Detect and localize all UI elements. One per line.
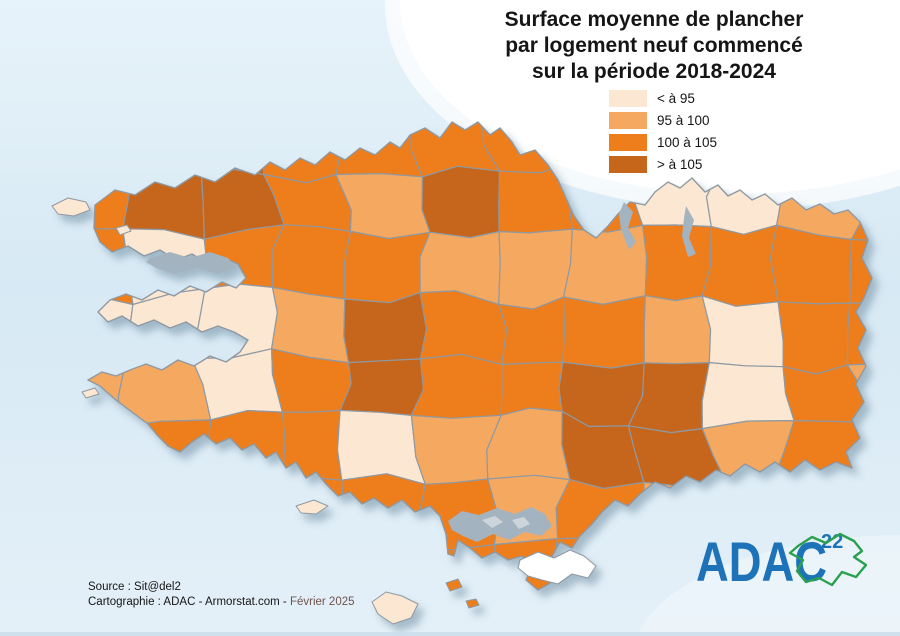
- legend-item: > à 105: [609, 156, 717, 173]
- map-region-r3c9: [701, 295, 784, 368]
- island-molene: [115, 224, 132, 236]
- map-region-r4c9: [701, 362, 795, 430]
- legend-swatch: [609, 112, 647, 129]
- title-line-2: par logement neuf commencé: [505, 34, 803, 57]
- map-region-r4c5: [410, 353, 503, 419]
- map-region-r2c4: [344, 230, 431, 304]
- legend-label: < à 95: [657, 91, 695, 106]
- map-region-r3c4: [343, 292, 428, 364]
- no-data-region: [517, 549, 597, 585]
- map-region-r2c6: [498, 228, 573, 310]
- legend-label: > à 105: [657, 157, 703, 172]
- map-region-r3c10: [777, 301, 851, 375]
- map-region-r4c6: [500, 361, 564, 416]
- inner-waters: [146, 202, 696, 542]
- map-title: Surface moyenne de plancher par logement…: [484, 7, 824, 85]
- title-line-3: sur la période 2018-2024: [532, 60, 776, 83]
- island-hoedic: [465, 598, 480, 609]
- legend-item: < à 95: [609, 90, 717, 107]
- island-groix: [295, 499, 329, 515]
- legend-item: 95 à 100: [609, 112, 717, 129]
- legend-swatch: [609, 134, 647, 151]
- source-note: Source : Sit@del2 Cartographie : ADAC - …: [88, 580, 355, 610]
- bottom-edge-line: [0, 632, 900, 636]
- source-date: Février 2025: [289, 596, 355, 608]
- gulf-of-morbihan: [448, 507, 552, 542]
- cartography-credit: Cartographie : ADAC - Armorstat.com -: [88, 596, 290, 608]
- map-region-r2c11: [849, 238, 872, 304]
- cotes-darmor-outline-icon: [788, 532, 868, 587]
- source-line-1: Source : Sit@del2: [88, 581, 181, 593]
- map-region-r3c7: [562, 295, 646, 369]
- legend-item: 100 à 105: [609, 134, 717, 151]
- rance-estuary: [619, 202, 636, 250]
- map-region-r1c4: [335, 173, 431, 240]
- fremur-estuary: [682, 206, 696, 257]
- title-backdrop: [400, 0, 900, 194]
- map-region-r2c3: [271, 224, 352, 300]
- map-region-r5c6: [486, 407, 571, 481]
- island-houat: [445, 578, 463, 592]
- map-region-r2c7: [562, 224, 648, 305]
- legend-label: 95 à 100: [657, 113, 710, 128]
- legend-swatch: [609, 156, 647, 173]
- gulf-islet-2: [512, 517, 530, 529]
- legend-swatch: [609, 90, 647, 107]
- map-region-r2c9: [701, 224, 779, 307]
- source-line-2: Cartographie : ADAC - Armorstat.com - Fé…: [88, 595, 355, 610]
- sea-light-patch: [638, 535, 900, 636]
- map-region-r4c4: [339, 358, 425, 416]
- map-region-r1c5: [421, 165, 501, 239]
- brest-harbour: [146, 252, 236, 274]
- legend: < à 95 95 à 100 100 à 105 > à 105: [609, 90, 717, 178]
- map-region-r2c8: [642, 224, 712, 302]
- island-ouessant: [51, 197, 91, 217]
- title-line-1: Surface moyenne de plancher: [504, 8, 804, 31]
- adac-logo: ADAC 22: [694, 524, 884, 606]
- islands: [51, 197, 480, 625]
- island-sein: [81, 387, 100, 399]
- gulf-islet-1: [482, 516, 503, 528]
- island-belle-ile: [371, 591, 419, 625]
- legend-label: 100 à 105: [657, 135, 718, 150]
- adac-logo-graphic: ADAC 22: [696, 530, 868, 593]
- map-region-r3c8: [643, 295, 712, 365]
